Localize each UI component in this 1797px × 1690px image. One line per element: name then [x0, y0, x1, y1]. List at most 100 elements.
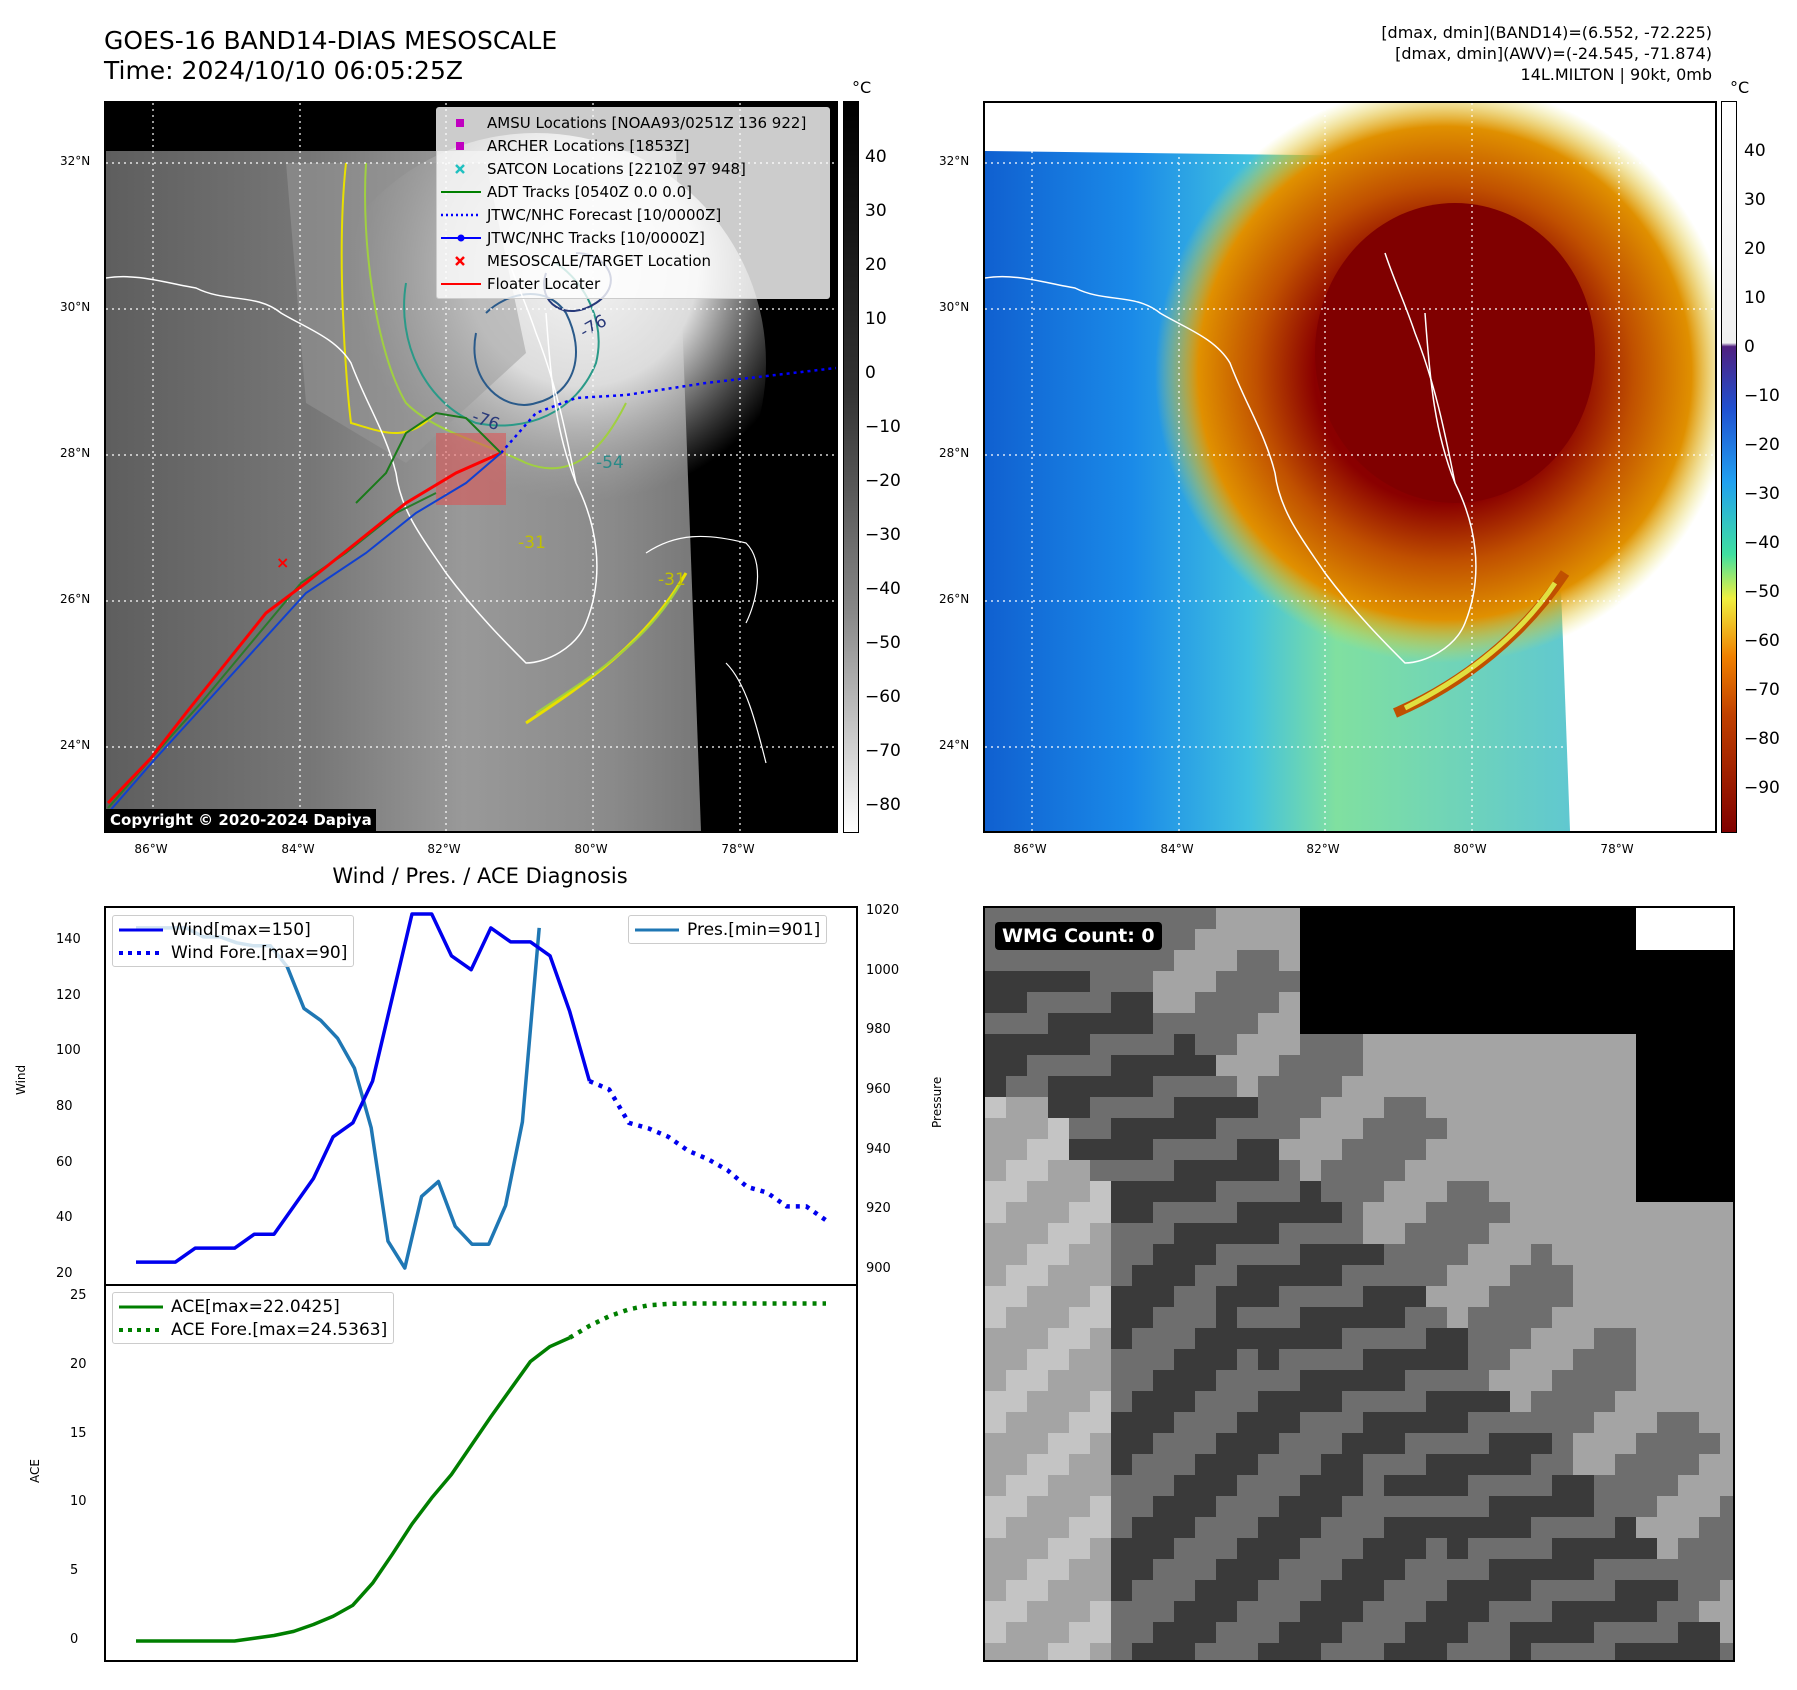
lat-tick-label: 24°N: [60, 738, 91, 752]
lat-tick-label: 30°N: [60, 300, 91, 314]
bw-colorbar-tick: 10: [865, 309, 887, 329]
color-colorbar: [1721, 101, 1737, 833]
map-legend-swatch: [455, 163, 465, 174]
color-colorbar-tick: 40: [1744, 141, 1766, 161]
wmg-count-badge: WMG Count: 0: [995, 922, 1162, 950]
ace-forecast-series-line: [568, 1301, 826, 1340]
map-legend-item: SATCON Locations [2210Z 97 948]: [437, 157, 829, 180]
pres-tick-label: 940: [866, 1141, 891, 1157]
map-legend-swatch: [441, 234, 481, 241]
lon-tick-label: 86°W: [1013, 842, 1047, 856]
wmg-image: [985, 908, 1733, 1660]
wmg-panel: WMG Count: 0: [983, 906, 1735, 1662]
map-legend-item: ARCHER Locations [1853Z]: [437, 134, 829, 157]
color-colorbar-tick: −10: [1744, 386, 1780, 406]
bw-colorbar-tick: −20: [865, 471, 901, 491]
info-line-3: 14L.MILTON | 90kt, 0mb: [1520, 65, 1712, 84]
bw-colorbar-tick: −10: [865, 417, 901, 437]
wind-tick-label: 140: [56, 931, 81, 947]
wind-tick-label: 20: [56, 1266, 73, 1281]
pres-tick-label: 920: [866, 1201, 891, 1217]
pressure-series-line: [136, 926, 541, 1270]
pres-legend-swatch: [635, 928, 679, 931]
map-legend-label: SATCON Locations [2210Z 97 948]: [487, 159, 746, 178]
bw-colorbar-tick: −50: [865, 633, 901, 653]
ace-tick-label: 5: [70, 1563, 79, 1579]
lon-tick-label: 80°W: [1453, 842, 1487, 856]
color-colorbar-tick: −60: [1744, 631, 1780, 651]
map-legend-label: AMSU Locations [NOAA93/0251Z 136 922]: [487, 113, 807, 132]
contour-label: -31: [518, 533, 546, 553]
info-line-2: [dmax, dmin](AWV)=(-24.545, -71.874): [1395, 44, 1712, 63]
map-legend-label: JTWC/NHC Forecast [10/0000Z]: [487, 205, 722, 224]
wind-legend-label: Wind[max=150]: [171, 919, 311, 940]
ace-tick-label: 15: [70, 1425, 87, 1441]
wind-tick-label: 100: [56, 1043, 81, 1059]
pres-tick-label: 900: [866, 1261, 891, 1277]
bw-colorbar-tick: −80: [865, 795, 901, 815]
bw-colorbar-unit: °C: [852, 78, 872, 97]
color-colorbar-tick: 0: [1744, 337, 1755, 357]
ace-ylabel: ACE: [28, 1459, 42, 1483]
ace-legend-label: ACE[max=22.0425]: [171, 1296, 340, 1317]
color-colorbar-tick: −50: [1744, 582, 1780, 602]
lon-tick-label: 86°W: [134, 842, 168, 856]
color-map-image: [985, 103, 1715, 831]
map-legend-item: AMSU Locations [NOAA93/0251Z 136 922]: [437, 111, 829, 134]
lon-tick-label: 78°W: [721, 842, 755, 856]
lat-tick-label: 28°N: [939, 446, 970, 460]
map-legend-label: MESOSCALE/TARGET Location: [487, 251, 712, 270]
lon-tick-label: 80°W: [574, 842, 608, 856]
ace-tick-label: 20: [70, 1356, 87, 1372]
map-legend-item: JTWC/NHC Forecast [10/0000Z]: [437, 203, 829, 226]
bw-colorbar-tick: −70: [865, 741, 901, 761]
map-legend-swatch: [441, 190, 481, 193]
pres-tick-label: 980: [866, 1022, 891, 1038]
wind-series-line: [136, 912, 592, 1264]
lon-tick-label: 82°W: [427, 842, 461, 856]
color-colorbar-tick: −90: [1744, 778, 1780, 798]
pres-legend: Pres.[min=901]: [628, 915, 828, 944]
lat-tick-label: 28°N: [60, 446, 91, 460]
bw-colorbar-tick: 40: [865, 147, 887, 167]
ace-chart: [136, 1301, 826, 1643]
map-legend: AMSU Locations [NOAA93/0251Z 136 922] ARC…: [436, 107, 830, 299]
lat-tick-label: 24°N: [939, 738, 970, 752]
wind-legend: Wind[max=150] Wind Fore.[max=90]: [112, 915, 355, 967]
bw-colorbar: [843, 101, 859, 833]
diagnosis-title: Wind / Pres. / ACE Diagnosis: [332, 864, 628, 888]
pres-tick-label: 1020: [866, 902, 900, 918]
color-colorbar-tick: 10: [1744, 288, 1766, 308]
svg-text:×: ×: [276, 553, 289, 572]
color-colorbar-unit: °C: [1730, 78, 1750, 97]
lat-tick-label: 32°N: [60, 154, 91, 168]
ace-tick-label: 10: [70, 1494, 87, 1510]
map-legend-label: JTWC/NHC Tracks [10/0000Z]: [487, 228, 705, 247]
bw-colorbar-tick: −30: [865, 525, 901, 545]
map-legend-item: Floater Locater: [437, 272, 829, 295]
color-colorbar-tick: −20: [1744, 435, 1780, 455]
copyright-label: Copyright © 2020-2024 Dapiya: [106, 809, 376, 831]
contour-label: -31: [658, 570, 686, 590]
bw-colorbar-tick: 30: [865, 201, 887, 221]
color-colorbar-tick: 30: [1744, 190, 1766, 210]
map-legend-swatch: [456, 141, 464, 150]
lat-tick-label: 30°N: [939, 300, 970, 314]
map-legend-swatch: [441, 213, 481, 216]
bw-colorbar-tick: −40: [865, 579, 901, 599]
pres-legend-label: Pres.[min=901]: [687, 919, 821, 940]
contour-label: -54: [596, 453, 624, 473]
wind-forecast-series-line: [588, 1079, 828, 1223]
wind-fore-legend-swatch: [119, 950, 163, 955]
title-line-2: Time: 2024/10/10 06:05:25Z: [104, 56, 463, 85]
ace-legend-swatch: [119, 1305, 163, 1308]
wind-fore-legend-label: Wind Fore.[max=90]: [171, 942, 348, 963]
bw-colorbar-tick: 0: [865, 363, 876, 383]
bw-colorbar-tick: 20: [865, 255, 887, 275]
lat-tick-label: 26°N: [60, 592, 91, 606]
color-map-panel: [983, 101, 1717, 833]
lat-tick-label: 32°N: [939, 154, 970, 168]
info-block: [dmax, dmin](BAND14)=(6.552, -72.225) [d…: [1381, 22, 1712, 85]
ace-fore-legend-swatch: [119, 1327, 163, 1332]
map-legend-item: ADT Tracks [0540Z 0.0 0.0]: [437, 180, 829, 203]
